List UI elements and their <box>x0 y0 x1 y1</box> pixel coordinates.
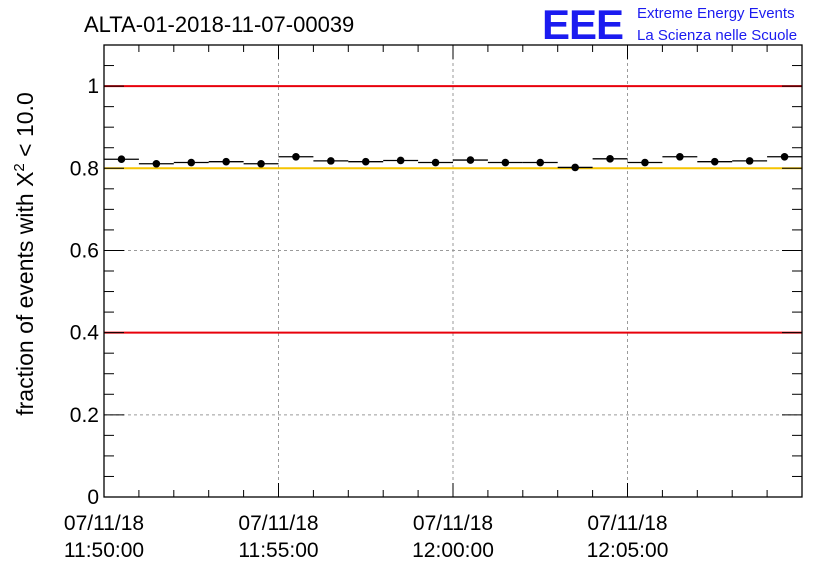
y-axis-title-superscript: 2 <box>11 163 28 171</box>
data-point-19 <box>780 152 789 161</box>
x-tick-time-0: 11:50:00 <box>64 539 144 562</box>
data-point-1 <box>152 159 161 168</box>
data-point-2 <box>187 158 196 167</box>
data-point-16 <box>676 152 684 161</box>
data-point-18 <box>745 157 754 165</box>
x-tick-date-2: 07/11/18 <box>413 512 493 535</box>
data-point-7 <box>361 157 370 166</box>
y-tick-label-1: 0.2 <box>70 404 99 427</box>
eee-logo: EEE Extreme Energy Events La Scienza nel… <box>542 1 797 48</box>
data-point-3 <box>222 157 230 166</box>
x-tick-date-3: 07/11/18 <box>587 512 667 535</box>
data-point-4 <box>257 159 265 168</box>
data-point-17 <box>710 157 719 166</box>
logo-mark: EEE <box>542 1 623 48</box>
data-point-9 <box>431 158 440 167</box>
data-point-0 <box>117 155 126 164</box>
x-tick-date-1: 07/11/18 <box>238 512 318 535</box>
data-point-5 <box>292 152 300 161</box>
data-point-12 <box>536 158 545 167</box>
x-tick-time-3: 12:05:00 <box>587 539 669 562</box>
x-tick-time-1: 11:55:00 <box>238 539 318 562</box>
data-point-6 <box>327 157 335 165</box>
data-point-10 <box>466 156 475 164</box>
x-tick-date-0: 07/11/18 <box>64 512 144 535</box>
y-axis-title-prefix: fraction of events with X <box>12 172 38 416</box>
data-point-8 <box>396 156 405 165</box>
data-point-15 <box>641 158 649 167</box>
plot-area <box>104 45 802 497</box>
y-axis-title-suffix: < 10.0 <box>12 92 38 163</box>
logo-line-2: La Scienza nelle Scuole <box>637 27 797 44</box>
y-tick-label-4: 0.8 <box>70 157 99 180</box>
x-tick-time-2: 12:00:00 <box>412 539 494 562</box>
logo-line-1: Extreme Energy Events <box>637 5 795 22</box>
y-tick-label-5: 1 <box>87 75 99 98</box>
axes: 0 0.2 0.4 0.6 0.8 1 07/11/18 11:50:00 07/11/18 11… <box>64 44 803 562</box>
data-point-11 <box>501 158 510 167</box>
y-tick-label-0: 0 <box>87 486 99 509</box>
y-axis-title: fraction of events with X2 < 10.0 <box>11 92 38 416</box>
reference-lines <box>104 85 802 334</box>
y-tick-label-3: 0.6 <box>70 239 99 262</box>
y-tick-label-2: 0.4 <box>70 322 100 345</box>
data-points <box>104 152 802 172</box>
chart-title: ALTA-01-2018-11-07-00039 <box>84 12 354 37</box>
data-point-14 <box>606 155 614 163</box>
data-point-13 <box>571 163 579 172</box>
